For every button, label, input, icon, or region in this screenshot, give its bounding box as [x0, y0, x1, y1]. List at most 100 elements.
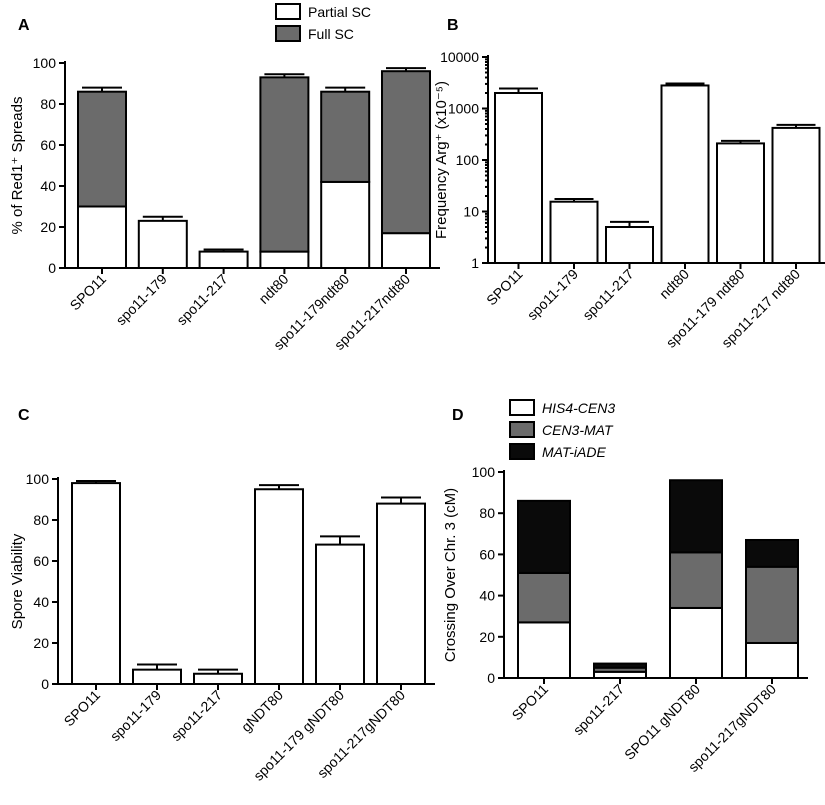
x-tick-label: SPO11 — [67, 271, 110, 314]
bars — [77, 67, 431, 270]
y-tick-label: 1 — [471, 255, 479, 271]
bar-his4-cen3 — [669, 606, 723, 680]
bar-cen3-mat — [745, 565, 799, 644]
bar-partial-sc — [381, 232, 431, 269]
y-tick-label: 80 — [479, 505, 495, 521]
y-axis-label: % of Red1⁺ Spreads — [9, 97, 26, 235]
bar-value — [549, 200, 599, 265]
panel-a: A 0 20 40 60 80 100 SPO11 spo11-179 spo11-217 ndt8… — [9, 3, 440, 353]
legend-label: HIS4-CEN3 — [542, 400, 615, 416]
y-tick-label: 0 — [41, 676, 49, 692]
legend-label: CEN3-MAT — [542, 422, 614, 438]
bar-value — [660, 84, 710, 264]
y-tick-label: 0 — [487, 670, 495, 686]
x-tick-label: spo11-217 — [579, 266, 637, 324]
x-tick-label: spo11-217 — [168, 687, 226, 745]
bar-value — [771, 126, 821, 264]
panel-letter: C — [18, 407, 30, 424]
y-tick-label: 60 — [479, 546, 495, 562]
y-tick-label: 80 — [40, 96, 56, 112]
y-tick-label: 20 — [33, 635, 49, 651]
y-tick-label: 40 — [40, 178, 56, 194]
y-tick-label: 100 — [33, 55, 57, 71]
bar-value — [716, 142, 765, 264]
bar-value — [193, 672, 243, 685]
y-tick-label: 0 — [48, 260, 56, 276]
bar-his4-cen3 — [517, 621, 571, 680]
bar-mat-iade — [669, 479, 723, 554]
y-tick-label: 1000 — [448, 101, 479, 117]
y-tick-label: 20 — [479, 629, 495, 645]
bar-value — [132, 668, 182, 686]
legend-swatch — [509, 399, 535, 416]
axes — [52, 477, 435, 690]
bar-value — [494, 91, 543, 265]
bar-value — [376, 502, 426, 685]
bars — [71, 480, 426, 686]
x-tick-label: SPO11 — [483, 266, 526, 309]
y-tick-label: 100 — [456, 152, 480, 168]
y-axis-label: Frequency Arg⁺ (x10⁻⁵) — [433, 81, 450, 239]
axes — [482, 55, 825, 269]
y-tick-label: 60 — [40, 137, 56, 153]
legend-label: Full SC — [308, 26, 354, 42]
bar-value — [254, 488, 304, 685]
x-tick-label: spo11-217 — [570, 681, 628, 739]
axes — [498, 470, 808, 684]
legend-swatch — [275, 25, 301, 42]
bars — [517, 479, 799, 680]
bar-full-sc — [320, 90, 371, 183]
bar-partial-sc — [77, 205, 127, 269]
bar-cen3-mat — [517, 571, 571, 624]
bar-mat-iade — [745, 538, 799, 568]
panel-letter: A — [18, 17, 30, 34]
panel-c: C 0 20 40 60 80 100 SPO11 spo11-179 spo11-217 gNDT… — [9, 407, 435, 784]
panel-letter: D — [452, 407, 464, 424]
bars — [494, 82, 821, 265]
x-tick-label: spo11-217 — [173, 271, 231, 329]
bar-partial-sc — [320, 180, 371, 269]
x-tick-label: ndt80 — [255, 271, 291, 307]
x-tick-label: spo11-179 — [113, 271, 171, 329]
bar-full-sc — [381, 70, 431, 235]
legend: Partial SC Full SC — [275, 3, 371, 42]
x-tick-label: gNDT80 — [238, 687, 286, 735]
x-tick-label: SPO11 gNDT80 — [621, 681, 703, 763]
y-tick-label: 40 — [479, 588, 495, 604]
legend: HIS4-CEN3 CEN3-MAT MAT-iADE — [509, 399, 615, 460]
bar-full-sc — [259, 76, 310, 253]
legend-label: MAT-iADE — [542, 444, 606, 460]
legend-swatch — [509, 421, 535, 438]
y-tick-label: 100 — [472, 464, 496, 480]
legend-swatch — [509, 443, 535, 460]
bar-partial-sc — [259, 250, 310, 270]
bar-mat-iade — [593, 662, 647, 669]
y-axis-label: Crossing Over Chr. 3 (cM) — [442, 488, 459, 662]
y-tick-label: 20 — [40, 219, 56, 235]
bar-cen3-mat — [669, 551, 723, 609]
y-tick-label: 80 — [33, 512, 49, 528]
bar-partial-sc — [137, 219, 188, 270]
y-tick-label: 10000 — [440, 49, 479, 65]
axes — [59, 61, 440, 274]
x-tick-label: SPO11 — [509, 681, 552, 724]
y-tick-label: 40 — [33, 594, 49, 610]
bar-mat-iade — [517, 499, 571, 574]
bar-his4-cen3 — [745, 641, 799, 679]
y-tick-label: 100 — [26, 471, 50, 487]
x-tick-label: spo11-179 — [107, 687, 165, 745]
bar-value — [605, 226, 654, 265]
x-tick-label: SPO11 — [61, 687, 104, 730]
x-tick-label: spo11-179 — [524, 266, 582, 324]
bar-partial-sc — [198, 250, 249, 270]
bar-value — [71, 482, 121, 685]
y-tick-label: 60 — [33, 553, 49, 569]
legend-swatch — [275, 3, 301, 20]
bar-value — [315, 543, 365, 685]
y-axis-label: Spore Viability — [9, 533, 26, 629]
bar-full-sc — [77, 90, 127, 208]
